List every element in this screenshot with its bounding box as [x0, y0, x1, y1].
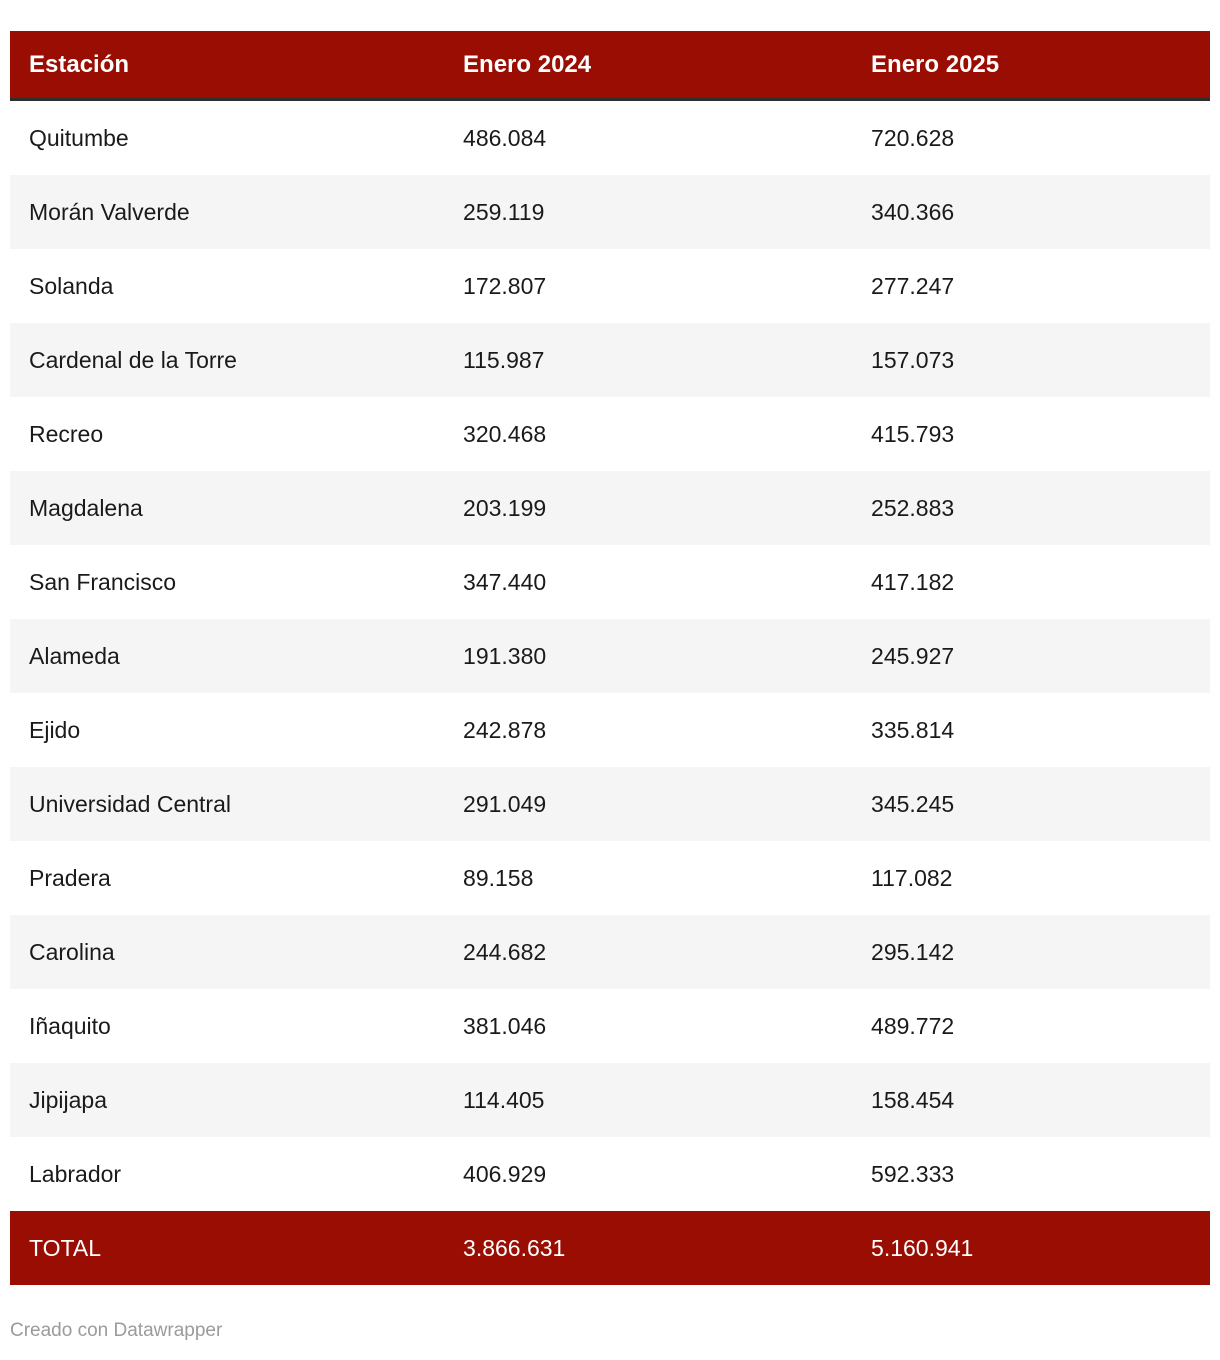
enero-2025-cell: 415.793 — [871, 420, 955, 447]
enero-2025-cell: 245.927 — [871, 642, 955, 669]
table-row: Morán Valverde 259.119 340.366 — [10, 175, 1210, 249]
table-row: Solanda 172.807 277.247 — [10, 249, 1210, 323]
enero-2024-cell: 191.380 — [463, 642, 547, 669]
stations-table: Estación Enero 2024 Enero 2025 Quitumbe … — [10, 31, 1210, 1285]
station-cell: Magdalena — [29, 494, 143, 521]
enero-2024-cell: 242.878 — [463, 716, 547, 743]
enero-2025-cell: 417.182 — [871, 568, 955, 595]
table-row: Alameda 191.380 245.927 — [10, 619, 1210, 693]
enero-2024-cell: 259.119 — [463, 198, 545, 225]
enero-2025-cell: 720.628 — [871, 124, 955, 151]
enero-2024-cell: 115.987 — [463, 346, 545, 373]
total-2025-cell: 5.160.941 — [852, 1211, 1210, 1285]
enero-2025-cell: 158.454 — [871, 1086, 955, 1113]
column-header-estacion: Estación — [10, 31, 445, 101]
enero-2024-cell: 172.807 — [463, 272, 547, 299]
enero-2025-cell: 295.142 — [871, 938, 955, 965]
enero-2024-cell: 406.929 — [463, 1160, 547, 1187]
enero-2025-cell: 340.366 — [871, 198, 955, 225]
enero-2025-cell: 489.772 — [871, 1012, 955, 1039]
station-cell: Solanda — [29, 272, 114, 299]
table-row: Labrador 406.929 592.333 — [10, 1137, 1210, 1211]
total-row: TOTAL 3.866.631 5.160.941 — [10, 1211, 1210, 1285]
table-row: Ejido 242.878 335.814 — [10, 693, 1210, 767]
table-row: San Francisco 347.440 417.182 — [10, 545, 1210, 619]
station-cell: Cardenal de la Torre — [29, 346, 237, 373]
total-label-cell: TOTAL — [10, 1211, 445, 1285]
datawrapper-attribution-link[interactable]: Creado con Datawrapper — [10, 1320, 223, 1341]
station-cell: San Francisco — [29, 568, 177, 595]
enero-2024-cell: 381.046 — [463, 1012, 547, 1039]
station-cell: Morán Valverde — [29, 198, 190, 225]
table-row: Jipijapa 114.405 158.454 — [10, 1063, 1210, 1137]
enero-2025-cell: 117.082 — [871, 864, 953, 891]
station-cell: Labrador — [29, 1160, 122, 1187]
enero-2025-cell: 345.245 — [871, 790, 955, 817]
station-cell: Carolina — [29, 938, 115, 965]
enero-2024-cell: 203.199 — [463, 494, 547, 521]
station-cell: Pradera — [29, 864, 111, 891]
station-cell: Recreo — [29, 420, 104, 447]
enero-2024-cell: 114.405 — [463, 1086, 545, 1113]
station-cell: Quitumbe — [29, 124, 129, 151]
enero-2024-cell: 89.158 — [463, 864, 534, 891]
station-cell: Universidad Central — [29, 790, 231, 817]
stations-table-container: Estación Enero 2024 Enero 2025 Quitumbe … — [10, 31, 1210, 1285]
enero-2025-cell: 335.814 — [871, 716, 955, 743]
enero-2024-cell: 291.049 — [463, 790, 547, 817]
enero-2025-cell: 277.247 — [871, 272, 955, 299]
total-2024-cell: 3.866.631 — [444, 1211, 853, 1285]
table-row: Quitumbe 486.084 720.628 — [10, 100, 1210, 176]
station-cell: Ejido — [29, 716, 81, 743]
enero-2024-cell: 486.084 — [463, 124, 547, 151]
table-row: Carolina 244.682 295.142 — [10, 915, 1210, 989]
enero-2025-cell: 592.333 — [871, 1160, 955, 1187]
enero-2025-cell: 252.883 — [871, 494, 955, 521]
column-header-enero-2025: Enero 2025 — [852, 31, 1210, 101]
table-row: Recreo 320.468 415.793 — [10, 397, 1210, 471]
enero-2024-cell: 347.440 — [463, 568, 547, 595]
station-cell: Iñaquito — [29, 1012, 111, 1039]
table-header-row: Estación Enero 2024 Enero 2025 — [10, 31, 1210, 101]
table-row: Cardenal de la Torre 115.987 157.073 — [10, 323, 1210, 397]
enero-2024-cell: 244.682 — [463, 938, 547, 965]
enero-2024-cell: 320.468 — [463, 420, 547, 447]
table-row: Magdalena 203.199 252.883 — [10, 471, 1210, 545]
station-cell: Alameda — [29, 642, 120, 669]
table-row: Iñaquito 381.046 489.772 — [10, 989, 1210, 1063]
enero-2025-cell: 157.073 — [871, 346, 955, 373]
table-row: Pradera 89.158 117.082 — [10, 841, 1210, 915]
column-header-enero-2024: Enero 2024 — [444, 31, 853, 101]
table-row: Universidad Central 291.049 345.245 — [10, 767, 1210, 841]
station-cell: Jipijapa — [29, 1086, 107, 1113]
